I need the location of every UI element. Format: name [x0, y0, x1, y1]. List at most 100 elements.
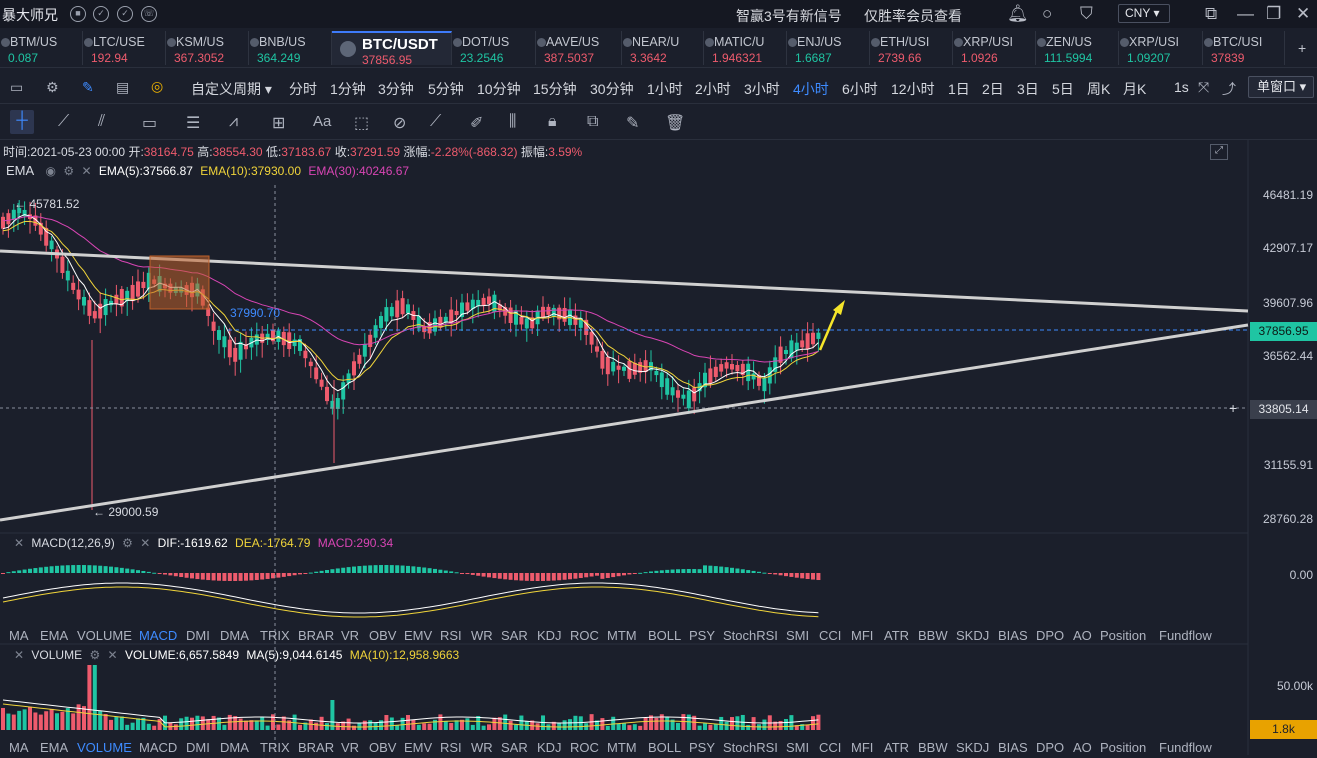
eraser-tool-icon[interactable]: ⊘: [393, 115, 407, 132]
indicator-tab-mtm[interactable]: MTM: [607, 628, 637, 643]
volume-tab-dmi[interactable]: DMI: [186, 740, 210, 755]
highlight-box[interactable]: [149, 255, 210, 310]
gear-icon[interactable]: ⚙: [63, 164, 75, 178]
fullscreen-icon[interactable]: ⤧: [1198, 79, 1210, 95]
volume-tab-ao[interactable]: AO: [1073, 740, 1092, 755]
volume-tab-emv[interactable]: EMV: [404, 740, 433, 755]
volume-tab-volume[interactable]: VOLUME: [77, 740, 132, 755]
clock-icon[interactable]: ◎: [151, 78, 164, 94]
indicator-tab-wr[interactable]: WR: [471, 628, 493, 643]
indicator-tab-roc[interactable]: ROC: [570, 628, 599, 643]
indicator-tab-emv[interactable]: EMV: [404, 628, 433, 643]
gear-icon[interactable]: ⚙: [122, 536, 133, 550]
settings-icon[interactable]: ⚙: [46, 79, 59, 95]
ticker-tab[interactable]: DOT/US 23.2546: [452, 31, 536, 65]
volume-tab-bias[interactable]: BIAS: [998, 740, 1028, 755]
edit-tool-icon[interactable]: ✎: [626, 115, 640, 132]
indicator-tab-obv[interactable]: OBV: [369, 628, 397, 643]
custom-period-select[interactable]: 自定义周期 ▾: [191, 81, 272, 97]
period-6[interactable]: 30分钟: [590, 81, 634, 97]
volume-tab-kdj[interactable]: KDJ: [537, 740, 562, 755]
volume-tab-ema[interactable]: EMA: [40, 740, 69, 755]
close-icon[interactable]: ✕: [81, 164, 92, 178]
indicator-tab-rsi[interactable]: RSI: [440, 628, 462, 643]
indicator-tab-smi[interactable]: SMI: [786, 628, 810, 643]
indicator-tab-position[interactable]: Position: [1100, 628, 1147, 643]
ticker-tab[interactable]: MATIC/U 1.946321: [704, 31, 787, 65]
trash-icon[interactable]: 🗑︎: [665, 115, 686, 132]
ticker-tab[interactable]: XRP/USI 1.09207: [1119, 31, 1203, 65]
magnet-tool-icon[interactable]: ✐: [470, 115, 484, 132]
period-12[interactable]: 12小时: [891, 81, 935, 97]
indicator-tab-dmi[interactable]: DMI: [186, 628, 210, 643]
volume-tab-rsi[interactable]: RSI: [440, 740, 462, 755]
volume-tab-roc[interactable]: ROC: [570, 740, 599, 755]
volume-tab-mtm[interactable]: MTM: [607, 740, 637, 755]
member-promo[interactable]: 仅胜率会员查看: [864, 8, 962, 24]
shield-icon[interactable]: ✓: [93, 6, 109, 22]
volume-tab-wr[interactable]: WR: [471, 740, 493, 755]
ticker-tab[interactable]: XRP/USI 1.0926: [953, 31, 1036, 65]
indicator-tab-dma[interactable]: DMA: [220, 628, 249, 643]
period-7[interactable]: 1小时: [647, 81, 683, 97]
search-icon[interactable]: ○: [1042, 4, 1053, 23]
window-mode-select[interactable]: 单窗口 ▾: [1248, 76, 1314, 98]
signal-promo[interactable]: 智赢3号有新信号: [736, 8, 842, 24]
crosshair-tool-icon[interactable]: ┼: [10, 110, 34, 134]
period-9[interactable]: 3小时: [744, 81, 780, 97]
gear-icon[interactable]: ⚙: [89, 648, 101, 662]
indicator-tab-kdj[interactable]: KDJ: [537, 628, 562, 643]
period-13[interactable]: 1日: [948, 81, 970, 97]
period-1[interactable]: 1分钟: [330, 81, 366, 97]
period-16[interactable]: 5日: [1052, 81, 1074, 97]
volume-tab-smi[interactable]: SMI: [786, 740, 810, 755]
eye-icon[interactable]: ✕: [14, 536, 25, 550]
indicator-tab-bbw[interactable]: BBW: [918, 628, 948, 643]
record-icon[interactable]: ■: [70, 6, 86, 22]
volume-tab-brar[interactable]: BRAR: [298, 740, 335, 755]
volume-tab-dma[interactable]: DMA: [220, 740, 249, 755]
expand-icon[interactable]: ⤢: [1210, 144, 1228, 160]
check-icon[interactable]: ✓: [117, 6, 133, 22]
ticker-tab[interactable]: ETH/USI 2739.66: [870, 31, 953, 65]
indicator-tab-trix[interactable]: TRIX: [260, 628, 290, 643]
ruler-tool-icon[interactable]: ⟋: [430, 113, 442, 130]
eye-icon[interactable]: ✕: [14, 648, 25, 662]
indicator-tab-stochrsi[interactable]: StochRSI: [723, 628, 778, 643]
indicator-tab-ema[interactable]: EMA: [40, 628, 69, 643]
indicator-tab-boll[interactable]: BOLL: [648, 628, 682, 643]
chart-type-icon[interactable]: ▭: [10, 79, 24, 95]
lock-tool-icon[interactable]: 🔒︎: [548, 113, 557, 130]
close-icon[interactable]: ✕: [140, 536, 151, 550]
indicator-tab-ao[interactable]: AO: [1073, 628, 1092, 643]
fib-tool-icon[interactable]: ☰: [186, 115, 201, 132]
volume-tab-psy[interactable]: PSY: [689, 740, 716, 755]
indicator-tab-macd[interactable]: MACD: [139, 628, 178, 643]
ticker-tab[interactable]: ENJ/US 1.6687: [787, 31, 870, 65]
volume-tab-dpo[interactable]: DPO: [1036, 740, 1065, 755]
ticker-tab[interactable]: BTC/USDT 37856.95: [332, 31, 452, 67]
volume-tab-bbw[interactable]: BBW: [918, 740, 948, 755]
indicator-tab-cci[interactable]: CCI: [819, 628, 842, 643]
period-17[interactable]: 周K: [1087, 81, 1111, 97]
period-0[interactable]: 分时: [289, 81, 317, 97]
refresh-rate[interactable]: 1s: [1174, 79, 1189, 95]
ticker-tab[interactable]: AAVE/US 387.5037: [536, 31, 622, 65]
indicator-tab-sar[interactable]: SAR: [501, 628, 528, 643]
indicator-tab-brar[interactable]: BRAR: [298, 628, 335, 643]
eye-icon[interactable]: ◉: [45, 164, 56, 178]
ticker-tab[interactable]: BNB/US 364.249: [249, 31, 332, 65]
pattern-tool-icon[interactable]: ⩘: [229, 113, 239, 130]
ticker-tab[interactable]: BTC/USI 37839: [1203, 31, 1285, 65]
volume-tab-trix[interactable]: TRIX: [260, 740, 290, 755]
volume-tab-vr[interactable]: VR: [341, 740, 360, 755]
period-5[interactable]: 15分钟: [533, 81, 577, 97]
add-ticker-icon[interactable]: +: [1298, 40, 1307, 56]
minimize-icon[interactable]: —: [1237, 4, 1254, 23]
indicator-tab-atr[interactable]: ATR: [884, 628, 910, 643]
restore-icon[interactable]: ❐: [1266, 4, 1282, 23]
ticker-tab[interactable]: NEAR/U 3.3642: [622, 31, 704, 65]
period-10[interactable]: 4小时: [793, 81, 829, 97]
crosshair-plus-icon[interactable]: +: [1229, 400, 1238, 416]
period-11[interactable]: 6小时: [842, 81, 878, 97]
